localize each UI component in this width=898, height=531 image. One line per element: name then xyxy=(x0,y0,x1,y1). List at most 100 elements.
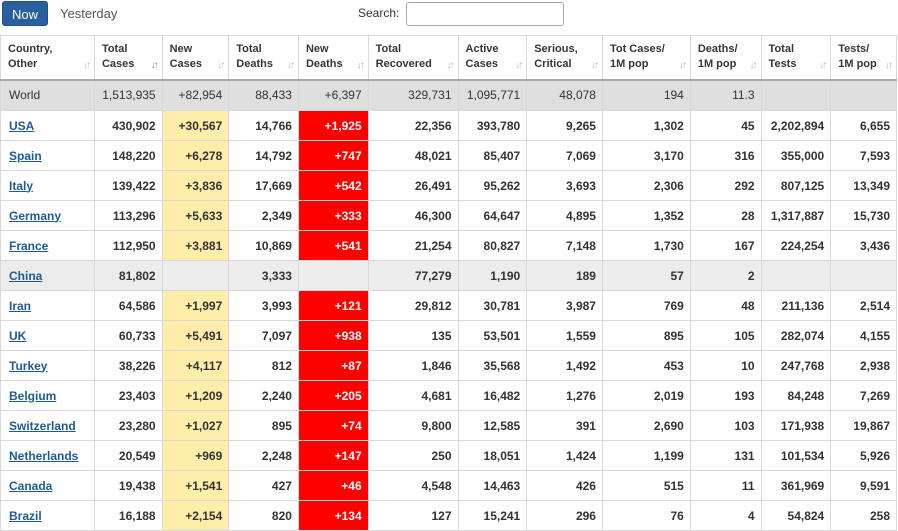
cell-total-cases: 112,950 xyxy=(93,230,163,261)
column-header-label-line2: 1M pop xyxy=(609,58,649,71)
cell-tests-per-1m: 2,514 xyxy=(830,290,897,321)
cell-country-other: Switzerland xyxy=(0,410,95,441)
cell-country-other: Germany xyxy=(0,200,95,231)
table-row: Spain 148,220 +6,278 14,792 +747 48,021 85,407… xyxy=(0,140,897,171)
cell-total-cases: 113,296 xyxy=(93,200,163,231)
column-header-total-recovered[interactable]: Total Recovered ↓↑ xyxy=(367,35,459,81)
column-header-tot-cases-per-1m[interactable]: Tot Cases/1M pop ↓↑ xyxy=(601,35,691,81)
cell-deaths-per-1m: 45 xyxy=(689,110,762,141)
country-link[interactable]: USA xyxy=(9,118,35,133)
column-header-country-other[interactable]: Country, Other ↓↑ xyxy=(0,35,95,81)
country-link[interactable]: Belgium xyxy=(9,388,57,403)
column-header-new-deaths[interactable]: New Deaths ↓↑ xyxy=(297,35,369,81)
column-header-total-deaths[interactable]: Total Deaths ↓↑ xyxy=(228,35,299,81)
cell-new-cases: +1,997 xyxy=(161,290,230,321)
table-row: Brazil 16,188 +2,154 820 +134 127 15,241 296 76 4… xyxy=(0,500,897,531)
cell-tests-per-1m xyxy=(830,260,897,291)
cell-tot-cases-per-1m: 515 xyxy=(601,470,691,501)
cell-country-other: Iran xyxy=(0,290,95,321)
cell-total-tests: 171,938 xyxy=(760,410,832,441)
sort-arrows-icon[interactable]: ↓↑ xyxy=(819,59,827,71)
country-link[interactable]: Brazil xyxy=(9,508,42,523)
table-row: World 1,513,935 +82,954 88,433 +6,397 329,731… xyxy=(0,79,897,111)
cell-total-recovered: 9,800 xyxy=(367,410,459,441)
column-header-deaths-per-1m[interactable]: Deaths/1M pop ↓↑ xyxy=(689,35,762,81)
tab-yesterday[interactable]: Yesterday xyxy=(60,6,118,21)
cell-deaths-per-1m: 10 xyxy=(689,350,762,381)
column-header-label-line2: Cases xyxy=(101,58,135,71)
column-header-tests-per-1m[interactable]: Tests/1M pop ↓↑ xyxy=(830,35,897,81)
cell-tot-cases-per-1m: 57 xyxy=(601,260,691,291)
cell-deaths-per-1m: 2 xyxy=(689,260,762,291)
covid-stats-table: Country, Other ↓↑ Total Cases ↓↑ New Cases ↓↑ Tot… xyxy=(0,35,897,531)
cell-active-cases: 1,190 xyxy=(457,260,528,291)
sort-arrows-icon[interactable]: ↓↑ xyxy=(217,59,225,71)
country-link[interactable]: Switzerland xyxy=(9,418,76,433)
cell-country-other: Spain xyxy=(0,140,95,171)
column-header-total-cases[interactable]: Total Cases ↓↑ xyxy=(93,35,163,81)
country-link[interactable]: Italy xyxy=(9,178,34,193)
cell-country-other: China xyxy=(0,260,95,291)
table-row: Netherlands 20,549 +969 2,248 +147 250 18,051 1… xyxy=(0,440,897,471)
cell-serious-critical: 9,265 xyxy=(526,110,603,141)
cell-total-recovered: 26,491 xyxy=(367,170,459,201)
country-link[interactable]: Germany xyxy=(9,208,62,223)
cell-tests-per-1m: 3,436 xyxy=(830,230,897,261)
search-input[interactable] xyxy=(406,2,564,26)
cell-tot-cases-per-1m: 2,306 xyxy=(601,170,691,201)
country-link[interactable]: Turkey xyxy=(9,358,48,373)
cell-active-cases: 64,647 xyxy=(457,200,528,231)
country-link[interactable]: UK xyxy=(9,328,27,343)
tab-now[interactable]: Now xyxy=(2,1,48,26)
cell-total-tests: 224,254 xyxy=(760,230,832,261)
column-header-serious-critical[interactable]: Serious, Critical ↓↑ xyxy=(526,35,603,81)
table-row: Turkey 38,226 +4,117 812 +87 1,846 35,568 1,492… xyxy=(0,350,897,381)
cell-new-deaths: +74 xyxy=(297,410,369,441)
country-link[interactable]: China xyxy=(9,268,43,283)
cell-new-deaths: +134 xyxy=(297,500,369,531)
cell-tot-cases-per-1m: 2,019 xyxy=(601,380,691,411)
sort-arrows-icon[interactable]: ↓↑ xyxy=(885,59,893,71)
cell-total-cases: 20,549 xyxy=(93,440,163,471)
sort-arrows-icon[interactable]: ↓↑ xyxy=(150,59,159,71)
sort-arrows-icon[interactable]: ↓↑ xyxy=(356,59,365,71)
cell-new-deaths: +87 xyxy=(297,350,369,381)
cell-new-deaths: +46 xyxy=(297,470,369,501)
country-link[interactable]: France xyxy=(9,238,49,253)
country-link[interactable]: Spain xyxy=(9,148,42,163)
column-header-active-cases[interactable]: Active Cases ↓↑ xyxy=(457,35,528,81)
table-row: Germany 113,296 +5,633 2,349 +333 46,300 64,64… xyxy=(0,200,897,231)
cell-new-cases: +5,633 xyxy=(161,200,230,231)
column-header-label-line2: Cases xyxy=(465,58,498,71)
country-link[interactable]: Iran xyxy=(9,298,32,313)
column-header-new-cases[interactable]: New Cases ↓↑ xyxy=(161,35,230,81)
cell-new-cases xyxy=(161,260,230,291)
country-link[interactable]: Canada xyxy=(9,478,53,493)
column-header-total-tests[interactable]: Total Tests ↓↑ xyxy=(760,35,832,81)
sort-arrows-icon[interactable]: ↓↑ xyxy=(678,59,687,71)
cell-total-cases: 38,226 xyxy=(93,350,163,381)
sort-arrows-icon[interactable]: ↓↑ xyxy=(286,59,295,71)
cell-serious-critical: 1,559 xyxy=(526,320,603,351)
cell-total-cases: 16,188 xyxy=(93,500,163,531)
cell-tests-per-1m: 2,938 xyxy=(830,350,897,381)
cell-tests-per-1m: 15,730 xyxy=(830,200,897,231)
cell-deaths-per-1m: 48 xyxy=(689,290,762,321)
cell-tot-cases-per-1m: 194 xyxy=(601,79,691,111)
country-link[interactable]: Netherlands xyxy=(9,448,79,463)
cell-deaths-per-1m: 28 xyxy=(689,200,762,231)
cell-tot-cases-per-1m: 895 xyxy=(601,320,691,351)
sort-arrows-icon[interactable]: ↓↑ xyxy=(446,59,455,71)
cell-new-cases: +3,881 xyxy=(161,230,230,261)
table-row: France 112,950 +3,881 10,869 +541 21,254 80,82… xyxy=(0,230,897,261)
sort-arrows-icon[interactable]: ↓↑ xyxy=(749,59,758,71)
cell-total-recovered: 4,548 xyxy=(367,470,459,501)
column-header-label-line2: Other xyxy=(8,58,38,71)
sort-arrows-icon[interactable]: ↓↑ xyxy=(82,59,91,71)
cell-total-cases: 23,280 xyxy=(93,410,163,441)
cell-total-deaths: 812 xyxy=(228,350,299,381)
cell-active-cases: 18,051 xyxy=(457,440,528,471)
table-row: Switzerland 23,280 +1,027 895 +74 9,800 12,585… xyxy=(0,410,897,441)
sort-arrows-icon[interactable]: ↓↑ xyxy=(515,59,523,71)
sort-arrows-icon[interactable]: ↓↑ xyxy=(590,59,599,71)
